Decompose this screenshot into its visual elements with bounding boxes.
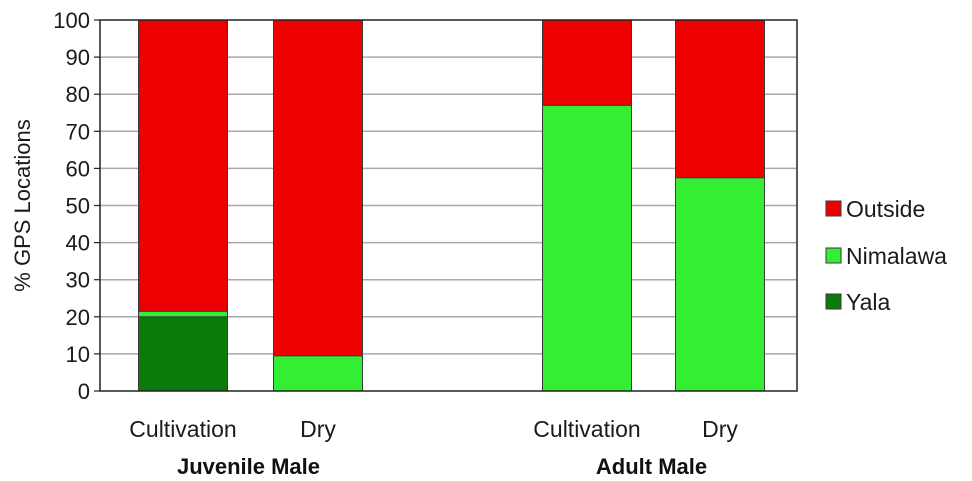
legend-label: Nimalawa: [846, 243, 947, 269]
bar-segment-nimalawa: [675, 177, 765, 392]
y-tick-label: 20: [66, 305, 90, 330]
y-tick-label: 40: [66, 231, 90, 256]
category-label: Cultivation: [533, 416, 640, 442]
bar-segment-yala: [138, 316, 228, 392]
category-label: Dry: [702, 416, 738, 442]
y-tick-label: 0: [78, 379, 90, 404]
y-tick-label: 100: [53, 8, 90, 33]
bars: [138, 19, 765, 392]
category-label: Dry: [300, 416, 336, 442]
legend: Outside Nimalawa Yala: [825, 196, 947, 315]
bar-segment-outside: [542, 19, 632, 106]
y-tick-label: 90: [66, 45, 90, 70]
bar-segment-outside: [138, 19, 228, 312]
y-tick-labels: 0 10 20 30 40 50 60 70 80 90 100: [53, 8, 100, 404]
bar-segment-outside: [675, 19, 765, 179]
category-label: Cultivation: [129, 416, 236, 442]
legend-label: Outside: [846, 196, 925, 222]
category-labels: Cultivation Dry Cultivation Dry: [129, 416, 738, 442]
legend-swatch-yala: [825, 293, 842, 310]
y-tick-label: 70: [66, 119, 90, 144]
legend-swatch-outside: [825, 200, 842, 217]
y-tick-label: 50: [66, 194, 90, 219]
y-tick-label: 60: [66, 156, 90, 181]
legend-label: Yala: [846, 289, 891, 315]
group-label: Juvenile Male: [177, 454, 320, 479]
y-tick-label: 10: [66, 342, 90, 367]
group-label: Adult Male: [596, 454, 707, 479]
legend-swatch-nimalawa: [825, 247, 842, 264]
bar-segment-nimalawa: [542, 104, 632, 392]
bar-segment-nimalawa: [138, 310, 228, 318]
group-labels: Juvenile Male Adult Male: [177, 454, 707, 479]
bar-segment-outside: [273, 19, 363, 357]
y-axis-label: % GPS Locations: [10, 119, 35, 291]
bar-segment-nimalawa: [273, 355, 363, 392]
y-tick-label: 30: [66, 268, 90, 293]
y-tick-label: 80: [66, 82, 90, 107]
